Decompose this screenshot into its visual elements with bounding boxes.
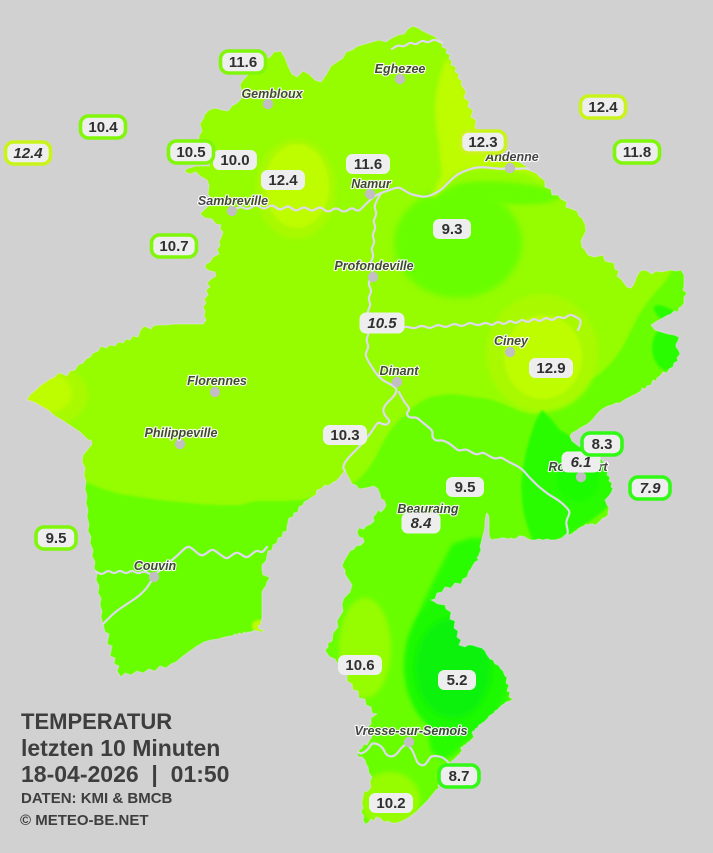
svg-text:12.9: 12.9 (536, 360, 565, 377)
svg-text:8.7: 8.7 (449, 768, 470, 785)
svg-text:8.4: 8.4 (411, 515, 433, 532)
svg-text:Philippeville: Philippeville (145, 426, 218, 440)
svg-text:10.7: 10.7 (159, 238, 188, 255)
svg-text:Profondeville: Profondeville (334, 259, 413, 273)
svg-text:Vresse-sur-Semois: Vresse-sur-Semois (354, 724, 467, 738)
svg-text:Dinant: Dinant (380, 364, 420, 378)
svg-text:Sambreville: Sambreville (198, 194, 268, 208)
svg-text:Ciney: Ciney (494, 334, 529, 348)
svg-text:Florennes: Florennes (187, 374, 247, 388)
svg-text:10.5: 10.5 (176, 144, 205, 161)
svg-text:Namur: Namur (351, 177, 392, 191)
svg-text:12.4: 12.4 (588, 99, 618, 116)
svg-text:5.2: 5.2 (447, 672, 468, 689)
svg-text:7.9: 7.9 (640, 480, 662, 497)
svg-text:8.3: 8.3 (592, 436, 613, 453)
svg-text:18-04-2026 | 01:50: 18-04-2026 | 01:50 (21, 761, 229, 787)
svg-text:12.4: 12.4 (268, 172, 298, 189)
svg-text:6.1: 6.1 (571, 454, 592, 471)
svg-text:10.0: 10.0 (220, 152, 249, 169)
svg-text:10.3: 10.3 (330, 427, 359, 444)
svg-text:Couvin: Couvin (134, 559, 177, 573)
svg-text:9.5: 9.5 (455, 479, 476, 496)
svg-text:9.5: 9.5 (46, 530, 67, 547)
svg-text:10.6: 10.6 (345, 657, 374, 674)
svg-text:11.8: 11.8 (623, 144, 651, 161)
svg-text:Gembloux: Gembloux (241, 87, 303, 101)
svg-text:11.6: 11.6 (354, 156, 382, 173)
svg-text:© METEO-BE.NET: © METEO-BE.NET (20, 812, 149, 829)
svg-text:9.3: 9.3 (442, 221, 463, 238)
svg-text:10.5: 10.5 (367, 315, 397, 332)
svg-text:12.4: 12.4 (13, 145, 43, 162)
svg-text:Eghezee: Eghezee (375, 62, 426, 76)
svg-text:10.2: 10.2 (376, 795, 405, 812)
svg-text:letzten 10 Minuten: letzten 10 Minuten (21, 735, 220, 761)
svg-text:10.4: 10.4 (88, 119, 118, 136)
svg-text:TEMPERATUR: TEMPERATUR (21, 709, 172, 734)
svg-text:DATEN: KMI & BMCB: DATEN: KMI & BMCB (21, 790, 173, 807)
svg-text:11.6: 11.6 (229, 54, 257, 71)
svg-text:12.3: 12.3 (468, 134, 497, 151)
